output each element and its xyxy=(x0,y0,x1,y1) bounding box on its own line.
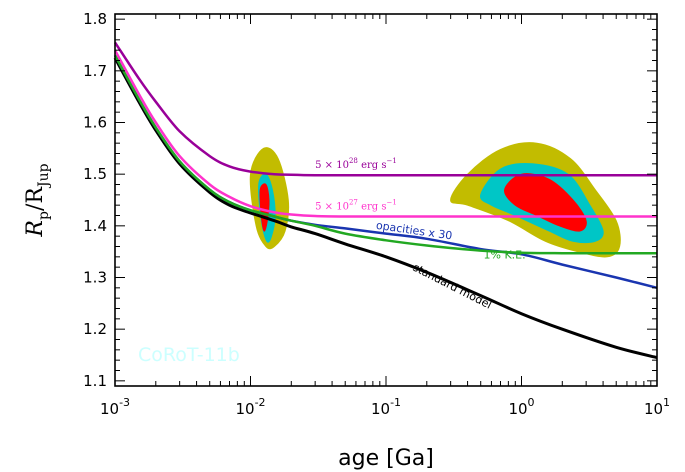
y-tick-label: 1.8 xyxy=(83,10,107,28)
series-line-std xyxy=(113,57,658,360)
x-tick-exp: 0 xyxy=(528,396,535,409)
curve-label-part: 5 × 10 xyxy=(315,201,349,212)
x-tick-base: 10 xyxy=(235,400,254,418)
x-tick-label: 10-1 xyxy=(371,396,401,418)
y-tick-label: 1.4 xyxy=(83,217,107,235)
y-tick-label: 1.1 xyxy=(83,372,107,390)
x-tick-label: 101 xyxy=(644,396,670,418)
curve-label-ke: 1% K.E. xyxy=(484,248,526,261)
curve-label-part: −1 xyxy=(386,157,396,165)
plot-frame xyxy=(114,13,658,387)
planet-name-label: CoRoT-11b xyxy=(138,344,240,366)
y-axis-label-symbol: R xyxy=(23,220,48,238)
x-tick-base: 10 xyxy=(371,400,390,418)
x-tick-labels: 10-3 10-2 10-1 100 101 xyxy=(100,396,670,418)
y-axis-label-sub: p xyxy=(36,211,52,220)
y-tick-label: 1.5 xyxy=(83,165,107,183)
curve-label-part: 28 xyxy=(349,157,358,165)
curve-label-opac: opacities x 30 xyxy=(375,219,453,243)
series-line-e27 xyxy=(113,49,657,218)
x-tick-exp: -3 xyxy=(119,396,130,409)
curve-label-std: standard model xyxy=(411,261,494,312)
x-tick-base: 10 xyxy=(100,400,119,418)
y-tick-label: 1.7 xyxy=(83,62,107,80)
y-axis-label: Rp/RJup xyxy=(23,163,52,237)
curve-label-part: erg s xyxy=(358,201,387,212)
curve-label-e28: 5 × 1028 erg s−1 xyxy=(315,157,397,171)
curve-label-part: erg s xyxy=(358,160,387,171)
y-tick-label: 1.3 xyxy=(83,269,107,287)
x-tick-exp: -2 xyxy=(255,396,266,409)
x-axis-label: age [Ga] xyxy=(338,446,434,471)
curve-label-part: 5 × 10 xyxy=(315,160,349,171)
y-axis-label-sub2: Jup xyxy=(36,163,52,189)
y-axis-label-mid: /R xyxy=(23,186,48,211)
axis-ticks xyxy=(114,14,658,386)
x-tick-exp: 1 xyxy=(663,396,670,409)
y-tick-labels: 1.1 1.2 1.3 1.4 1.5 1.6 1.7 1.8 xyxy=(83,10,107,390)
y-tick-label: 1.2 xyxy=(83,320,107,338)
series-line-e28 xyxy=(113,41,657,177)
curve-label-part: −1 xyxy=(386,198,396,206)
x-tick-label: 10-2 xyxy=(235,396,265,418)
curve-label-part: 27 xyxy=(349,198,358,206)
y-tick-label: 1.6 xyxy=(83,114,107,132)
x-tick-base: 10 xyxy=(644,400,663,418)
x-tick-label: 100 xyxy=(508,396,534,418)
series-line-ke xyxy=(113,54,657,255)
curve-label-e27: 5 × 1027 erg s−1 xyxy=(315,198,397,212)
x-tick-exp: -1 xyxy=(390,396,401,409)
x-tick-label: 10-3 xyxy=(100,396,130,418)
x-tick-base: 10 xyxy=(508,400,527,418)
model-curves xyxy=(113,41,658,360)
